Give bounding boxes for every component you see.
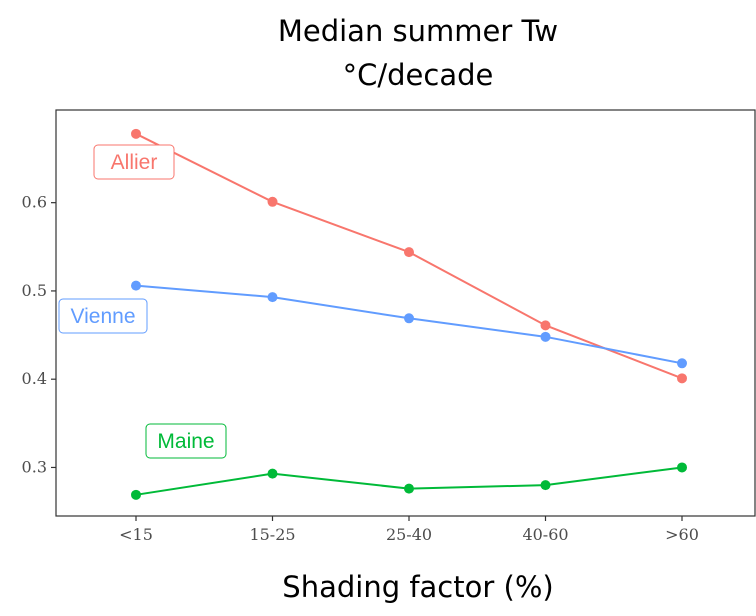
series-label-box-allier <box>93 144 175 180</box>
data-point-vienne <box>540 331 551 342</box>
series-label-box-maine <box>145 423 227 459</box>
x-axis-label: Shading factor (%) <box>282 570 554 604</box>
data-point-vienne <box>267 292 278 303</box>
data-point-allier <box>540 320 551 331</box>
x-tick-label: 15-25 <box>249 525 295 544</box>
series-label-allier: Allier <box>111 151 158 174</box>
data-point-maine <box>677 462 687 473</box>
data-point-maine <box>267 468 278 479</box>
data-point-vienne <box>131 280 141 291</box>
series-label-maine: Maine <box>157 430 214 453</box>
y-tick-label: 0.4 <box>22 369 47 388</box>
chart-subtitle: °C/decade <box>342 58 494 92</box>
data-point-allier <box>131 128 141 139</box>
series-label-vienne: Vienne <box>70 305 135 328</box>
x-tick-label: >60 <box>665 525 699 544</box>
x-tick-label: <15 <box>119 525 153 544</box>
data-point-maine <box>404 483 414 494</box>
y-tick-label: 0.5 <box>22 281 47 300</box>
data-point-vienne <box>404 313 414 324</box>
series-label-box-vienne <box>58 298 148 334</box>
chart-title: Median summer Tw <box>277 14 559 48</box>
plot-frame <box>55 109 756 517</box>
data-point-maine <box>131 489 141 500</box>
data-point-maine <box>540 480 551 491</box>
data-point-vienne <box>677 358 687 369</box>
data-point-allier <box>677 373 687 384</box>
data-point-allier <box>267 196 278 207</box>
y-tick-label: 0.6 <box>22 193 47 212</box>
x-tick-label: 40-60 <box>522 525 568 544</box>
x-tick-label: 25-40 <box>386 525 432 544</box>
data-point-allier <box>404 247 414 258</box>
y-tick-label: 0.3 <box>22 457 47 476</box>
series-line-vienne <box>135 284 683 365</box>
